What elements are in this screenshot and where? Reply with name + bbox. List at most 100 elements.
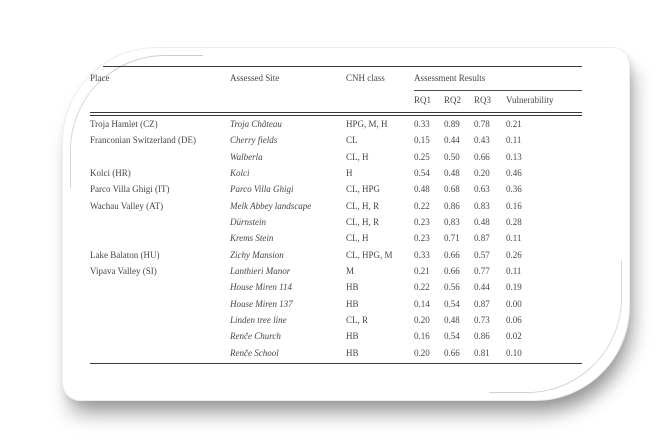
cell-place: Lake Balaton (HU) [90, 249, 160, 260]
cell-site: Lanthieri Manor [230, 266, 291, 277]
cell-rq1: 0.33 [414, 119, 430, 129]
cell-site: Krems Stein [230, 233, 274, 244]
cell-rq3: 0.20 [474, 168, 490, 179]
cell-place [90, 214, 230, 230]
column-header-rq3: RQ3 [474, 95, 492, 105]
cell-place [90, 279, 230, 295]
cell-place [90, 230, 230, 246]
cell-vulnerability: 0.11 [506, 135, 522, 146]
cell-vulnerability: 0.11 [506, 266, 522, 277]
table-row: Troja Hamlet (CZ) Troja Château HPG, M, H 0… [90, 116, 582, 132]
table-row: House Miren 114 HB 0.22 0.56 0.44 0.19 [90, 279, 582, 295]
cell-place [90, 328, 230, 344]
cell-cnh: CL, HPG, M [346, 249, 393, 260]
cell-site: House Miren 137 [230, 298, 293, 309]
column-header-assessed-site: Assessed Site [230, 73, 280, 83]
cell-rq2: 0.54 [444, 298, 460, 309]
cell-rq2: 0.86 [444, 200, 460, 211]
cell-rq2: 0.68 [444, 184, 460, 195]
cell-place: Vipava Valley (SI) [90, 266, 157, 277]
cell-vulnerability: 0.16 [506, 200, 522, 211]
cell-rq1: 0.20 [414, 347, 430, 358]
table-row: Vipava Valley (SI) Lanthieri Manor M 0.21 0.… [90, 263, 582, 279]
column-header-rq1: RQ1 [414, 95, 432, 105]
table-rows: Troja Hamlet (CZ) Troja Château HPG, M, H 0… [90, 116, 582, 361]
cell-rq1: 0.25 [414, 151, 430, 162]
cell-rq3: 0.57 [474, 249, 490, 260]
cell-vulnerability: 0.00 [506, 298, 522, 309]
cell-rq2: 0.48 [444, 315, 460, 326]
table-row: Krems Stein CL, H 0.23 0.71 0.87 0.11 [90, 230, 582, 246]
table-row: Dürnstein CL, H, R 0.23 0.83 0.48 0.28 [90, 214, 582, 230]
cell-site: Cherry fields [230, 135, 278, 146]
cell-cnh: HB [346, 282, 359, 293]
cell-rq3: 0.87 [474, 233, 490, 244]
cell-place: Franconian Switzerland (DE) [90, 135, 196, 146]
cell-vulnerability: 0.36 [506, 184, 522, 195]
cell-cnh: HB [346, 347, 359, 358]
cell-vulnerability: 0.21 [506, 119, 522, 129]
table-row: Renče Church HB 0.16 0.54 0.86 0.02 [90, 328, 582, 344]
cell-rq1: 0.15 [414, 135, 430, 146]
cell-site: Troja Château [230, 119, 282, 129]
cell-rq2: 0.71 [444, 233, 460, 244]
cell-cnh: CL, H, R [346, 217, 380, 228]
table-row: Lake Balaton (HU) Zichy Mansion CL, HPG, M… [90, 247, 582, 263]
cell-rq2: 0.66 [444, 249, 460, 260]
cell-rq1: 0.23 [414, 233, 430, 244]
cell-vulnerability: 0.02 [506, 331, 522, 342]
cell-rq1: 0.14 [414, 298, 430, 309]
cell-site: Renče School [230, 347, 279, 358]
cell-rq2: 0.56 [444, 282, 460, 293]
cell-vulnerability: 0.26 [506, 249, 522, 260]
cell-rq2: 0.50 [444, 151, 460, 162]
cell-place: Troja Hamlet (CZ) [90, 119, 158, 129]
cell-rq3: 0.78 [474, 119, 490, 129]
table-row: Linden tree line CL, R 0.20 0.48 0.73 0.06 [90, 312, 582, 328]
cell-rq3: 0.43 [474, 135, 490, 146]
cell-cnh: H [346, 168, 353, 179]
table-row: Wachau Valley (AT) Melk Abbey landscape CL… [90, 198, 582, 214]
table-row: Parco Villa Ghigi (IT) Parco Villa Ghigi C… [90, 181, 582, 197]
cell-rq1: 0.33 [414, 249, 430, 260]
cell-cnh: CL, H, R [346, 200, 380, 211]
cell-place: Parco Villa Ghigi (IT) [90, 184, 170, 195]
cell-site: Linden tree line [230, 315, 287, 326]
cell-site: Melk Abbey landscape [230, 200, 312, 211]
cell-vulnerability: 0.46 [506, 168, 522, 179]
document-page: Place Assessed Site CNH class Assessment… [62, 47, 630, 401]
cell-rq3: 0.87 [474, 298, 490, 309]
table-row: Kolci (HR) Kolci H 0.54 0.48 0.20 0.46 [90, 165, 582, 181]
cell-rq1: 0.22 [414, 200, 430, 211]
column-header-place: Place [90, 73, 110, 83]
cell-cnh: CL [346, 135, 358, 146]
cell-cnh: CL, H [346, 233, 369, 244]
column-header-vulnerability: Vulnerability [506, 95, 554, 105]
table-row: Renče School HB 0.20 0.66 0.81 0.10 [90, 345, 582, 361]
cell-rq3: 0.83 [474, 200, 490, 211]
cell-place [90, 296, 230, 312]
cell-place [90, 312, 230, 328]
cell-rq1: 0.54 [414, 168, 430, 179]
cell-rq1: 0.22 [414, 282, 430, 293]
table-row: House Miren 137 HB 0.14 0.54 0.87 0.00 [90, 296, 582, 312]
cell-rq3: 0.44 [474, 282, 490, 293]
table-top-rule [103, 66, 582, 67]
table-header: Place Assessed Site CNH class Assessment… [90, 67, 582, 110]
table-bottom-rule [90, 363, 582, 365]
cell-rq2: 0.89 [444, 119, 460, 129]
table-row: Walberla CL, H 0.25 0.50 0.66 0.13 [90, 149, 582, 165]
cell-rq2: 0.44 [444, 135, 460, 146]
cell-rq1: 0.20 [414, 315, 430, 326]
cell-vulnerability: 0.11 [506, 233, 522, 244]
cell-vulnerability: 0.10 [506, 347, 522, 358]
cell-vulnerability: 0.28 [506, 217, 522, 228]
column-header-rq2: RQ2 [444, 95, 462, 105]
cell-rq2: 0.83 [444, 217, 460, 228]
cell-rq1: 0.48 [414, 184, 430, 195]
cell-cnh: CL, HPG [346, 184, 381, 195]
cell-rq1: 0.21 [414, 266, 430, 277]
cell-cnh: HB [346, 298, 359, 309]
cell-rq3: 0.81 [474, 347, 490, 358]
cell-rq2: 0.66 [444, 266, 460, 277]
